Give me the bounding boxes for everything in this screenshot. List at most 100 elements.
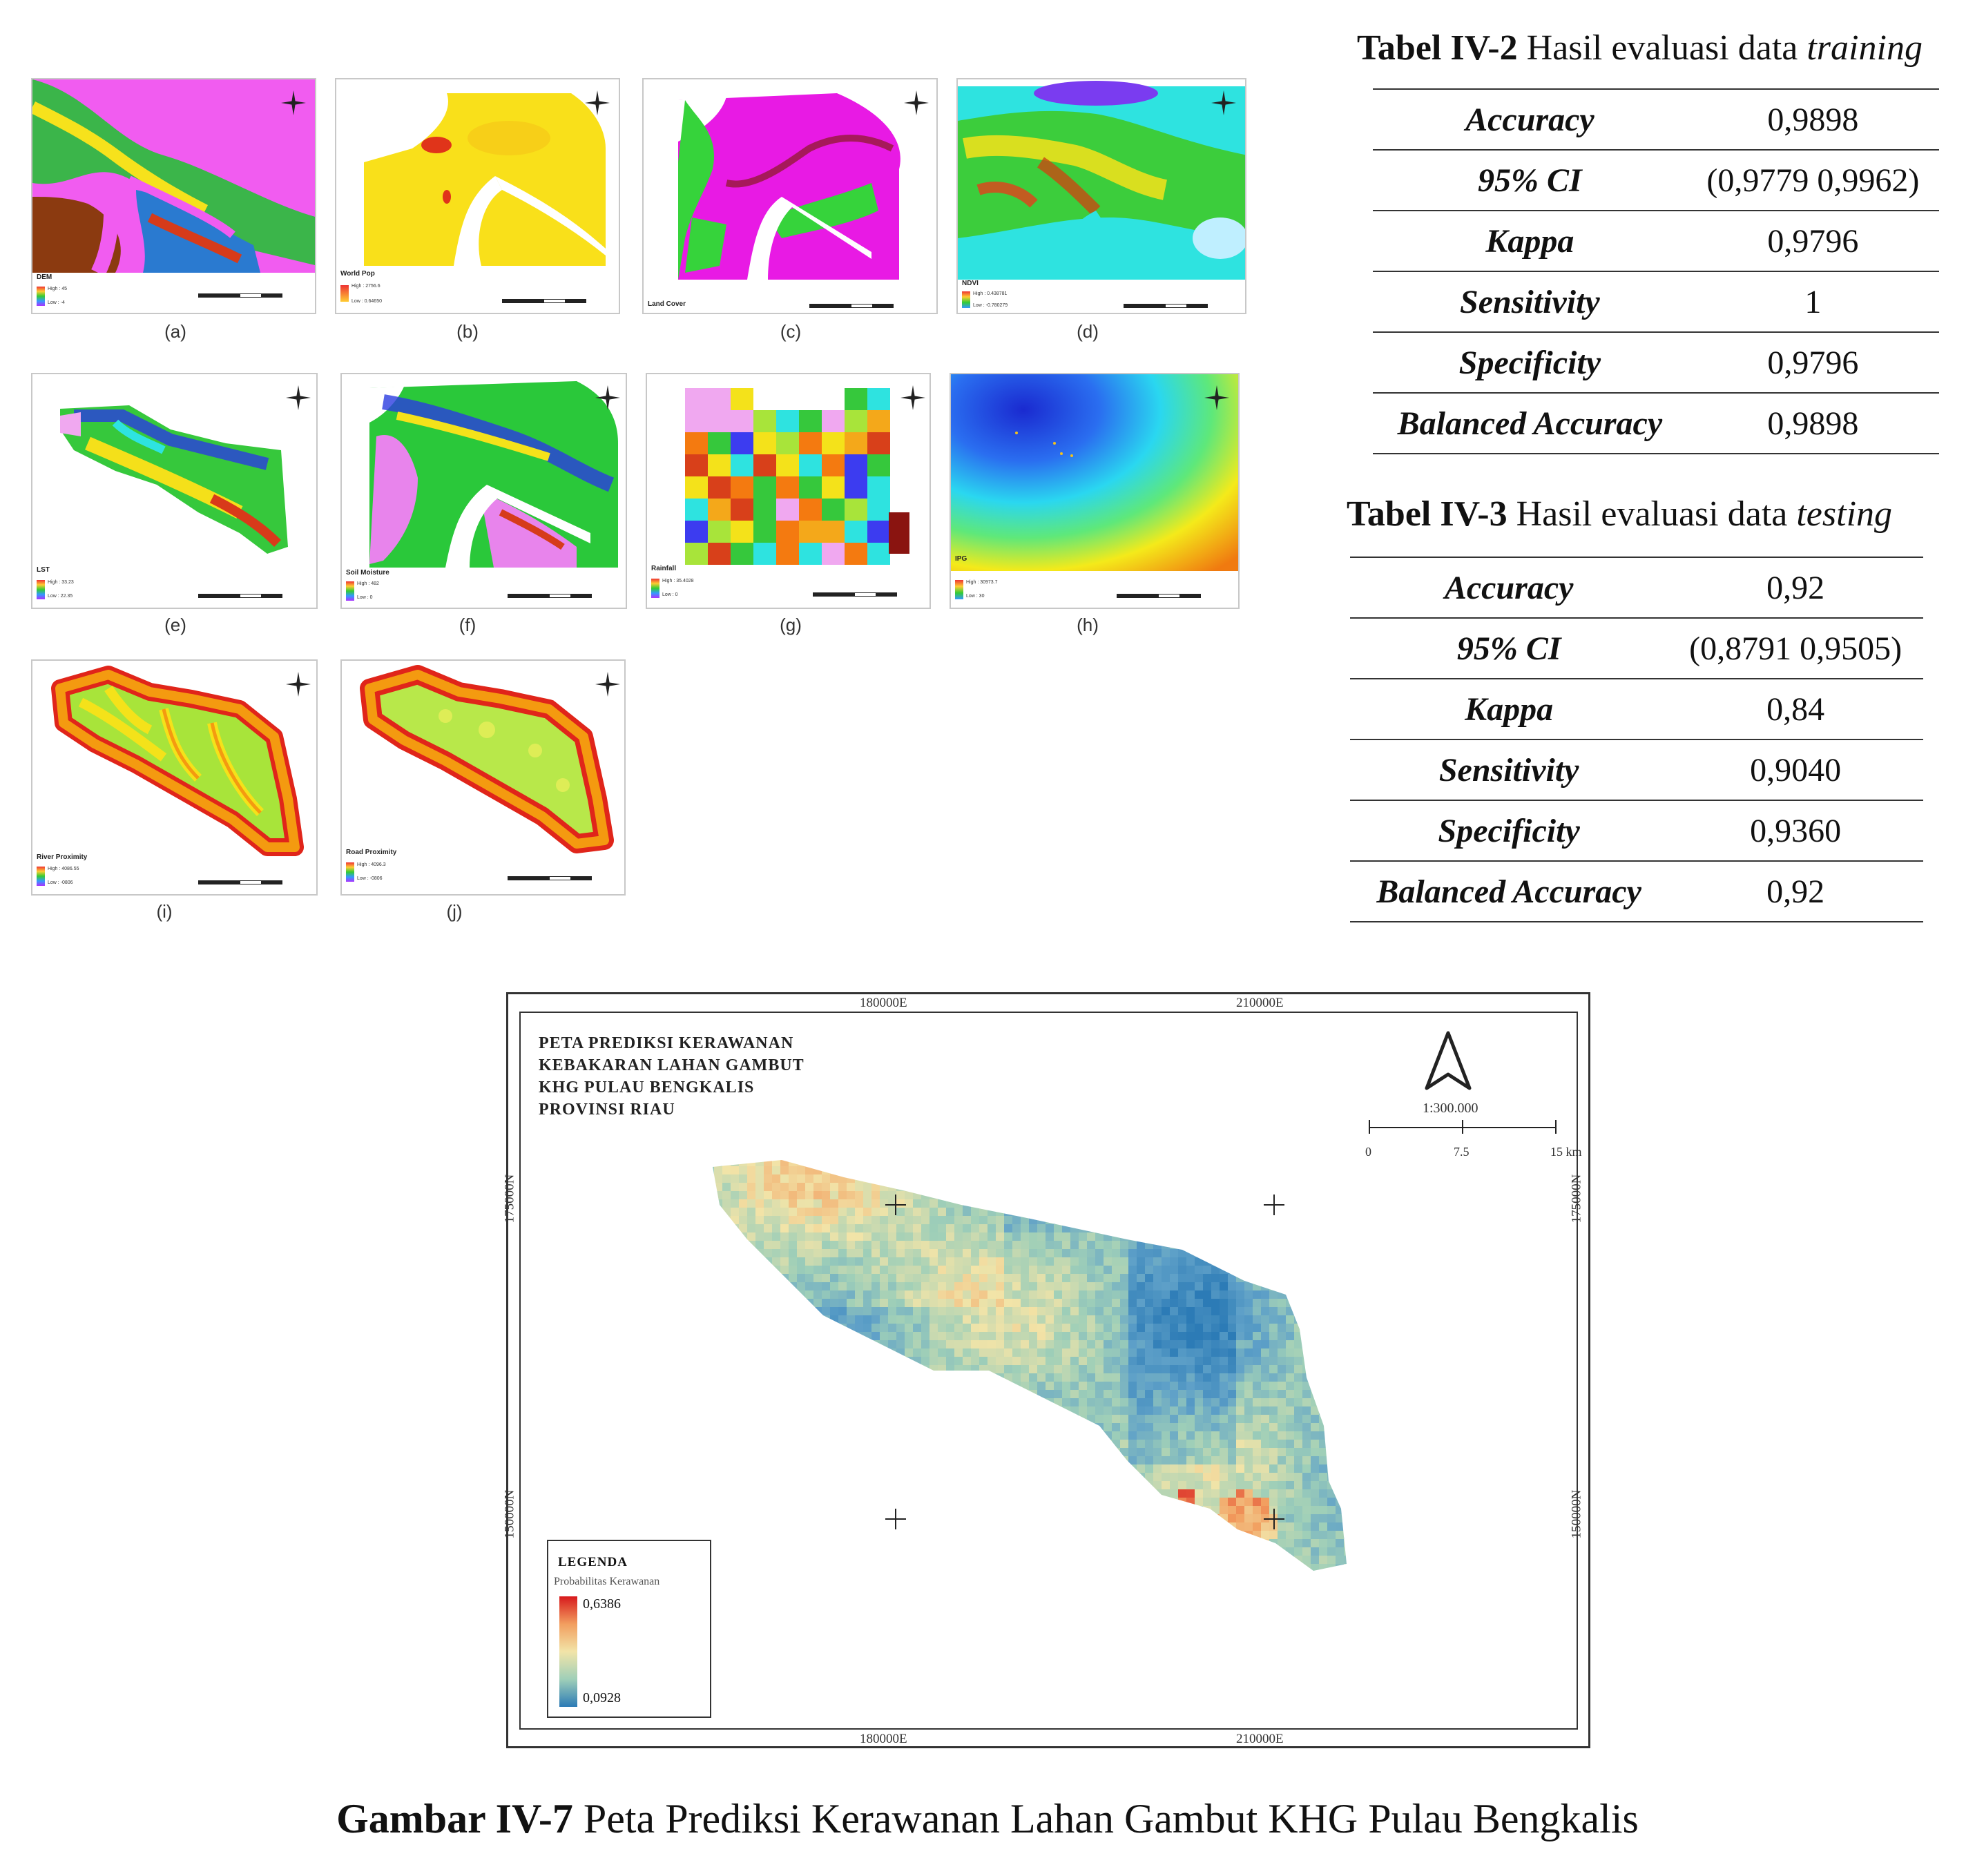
- raster-cell: [1087, 1241, 1095, 1249]
- raster-cell: [1195, 1208, 1203, 1216]
- raster-cell: [1253, 1274, 1261, 1282]
- raster-cell: [838, 1174, 847, 1183]
- raster-cell: [1244, 1514, 1253, 1522]
- table-3-caption: Tabel IV-3 Hasil evaluasi data testing: [1347, 494, 1892, 534]
- raster-cell: [1079, 1208, 1087, 1216]
- raster-cell: [1054, 1423, 1062, 1431]
- raster-cell: [888, 1398, 896, 1406]
- raster-cell: [1062, 1498, 1070, 1506]
- raster-cell: [1261, 1191, 1269, 1199]
- raster-cell: [739, 1174, 747, 1183]
- raster-cell: [996, 1224, 1004, 1232]
- raster-cell: [755, 1473, 764, 1481]
- raster-cell: [1236, 1299, 1244, 1307]
- raster-cell: [1079, 1224, 1087, 1232]
- raster-cell: [1269, 1166, 1278, 1174]
- raster-cell: [1269, 1257, 1278, 1266]
- raster-cell: [929, 1224, 938, 1232]
- raster-cell: [1228, 1556, 1236, 1564]
- raster-cell: [838, 1290, 847, 1299]
- raster-cell: [739, 1315, 747, 1324]
- raster-cell: [863, 1183, 871, 1191]
- raster-cell: [822, 1464, 830, 1473]
- raster-cell: [1336, 1208, 1344, 1216]
- raster-cell: [1021, 1166, 1029, 1174]
- rainfall-cell: [685, 388, 708, 410]
- raster-cell: [847, 1241, 855, 1249]
- raster-cell: [1137, 1266, 1145, 1274]
- raster-cell: [871, 1158, 880, 1166]
- raster-cell: [938, 1299, 946, 1307]
- raster-cell: [1104, 1191, 1112, 1199]
- raster-cell: [1046, 1539, 1054, 1547]
- raster-cell: [929, 1580, 938, 1589]
- raster-cell: [1087, 1266, 1095, 1274]
- raster-cell: [1352, 1423, 1360, 1431]
- raster-cell: [1261, 1266, 1269, 1274]
- raster-cell: [1294, 1224, 1302, 1232]
- raster-cell: [822, 1456, 830, 1464]
- raster-cell: [863, 1266, 871, 1274]
- raster-cell: [996, 1522, 1004, 1531]
- raster-cell: [855, 1224, 863, 1232]
- raster-cell: [1162, 1307, 1170, 1315]
- raster-cell: [1286, 1224, 1294, 1232]
- raster-cell: [1302, 1315, 1311, 1324]
- raster-cell: [1236, 1340, 1244, 1348]
- raster-cell: [813, 1208, 822, 1216]
- raster-cell: [1054, 1464, 1062, 1473]
- raster-cell: [1004, 1580, 1012, 1589]
- raster-cell: [797, 1348, 805, 1357]
- raster-cell: [813, 1564, 822, 1572]
- legend-swatch: [37, 867, 45, 886]
- raster-cell: [1344, 1456, 1352, 1464]
- raster-cell: [1070, 1531, 1079, 1539]
- raster-cell: [1236, 1216, 1244, 1224]
- raster-cell: [1162, 1564, 1170, 1572]
- raster-cell: [1087, 1448, 1095, 1456]
- raster-cell: [1087, 1365, 1095, 1373]
- raster-cell: [747, 1150, 755, 1158]
- raster-cell: [1054, 1191, 1062, 1199]
- raster-cell: [813, 1183, 822, 1191]
- raster-cell: [722, 1481, 731, 1489]
- raster-cell: [706, 1315, 714, 1324]
- raster-cell: [1253, 1282, 1261, 1290]
- raster-cell: [1319, 1531, 1327, 1539]
- raster-cell: [979, 1464, 987, 1473]
- raster-cell: [1327, 1290, 1336, 1299]
- raster-cell: [979, 1415, 987, 1423]
- raster-cell: [1004, 1307, 1012, 1315]
- raster-cell: [1104, 1183, 1112, 1191]
- raster-cell: [1046, 1580, 1054, 1589]
- raster-cell: [1137, 1464, 1145, 1473]
- raster-cell: [1104, 1299, 1112, 1307]
- raster-cell: [706, 1456, 714, 1464]
- raster-cell: [1336, 1580, 1344, 1589]
- raster-cell: [813, 1315, 822, 1324]
- raster-cell: [871, 1473, 880, 1481]
- raster-cell: [1294, 1390, 1302, 1398]
- raster-cell: [954, 1266, 963, 1274]
- raster-cell: [1004, 1332, 1012, 1340]
- raster-cell: [1029, 1199, 1037, 1208]
- raster-cell: [1327, 1556, 1336, 1564]
- raster-cell: [871, 1498, 880, 1506]
- raster-cell: [996, 1183, 1004, 1191]
- raster-cell: [813, 1423, 822, 1431]
- raster-cell: [1046, 1241, 1054, 1249]
- raster-cell: [747, 1423, 755, 1431]
- raster-cell: [1012, 1224, 1021, 1232]
- raster-cell: [772, 1324, 780, 1332]
- raster-cell: [1153, 1365, 1162, 1373]
- raster-cell: [971, 1224, 979, 1232]
- raster-cell: [822, 1531, 830, 1539]
- raster-cell: [929, 1456, 938, 1464]
- raster-cell: [1112, 1448, 1120, 1456]
- raster-cell: [1046, 1373, 1054, 1382]
- raster-cell: [987, 1241, 996, 1249]
- raster-cell: [755, 1174, 764, 1183]
- raster-cell: [789, 1183, 797, 1191]
- raster-cell: [913, 1232, 921, 1241]
- raster-cell: [954, 1398, 963, 1406]
